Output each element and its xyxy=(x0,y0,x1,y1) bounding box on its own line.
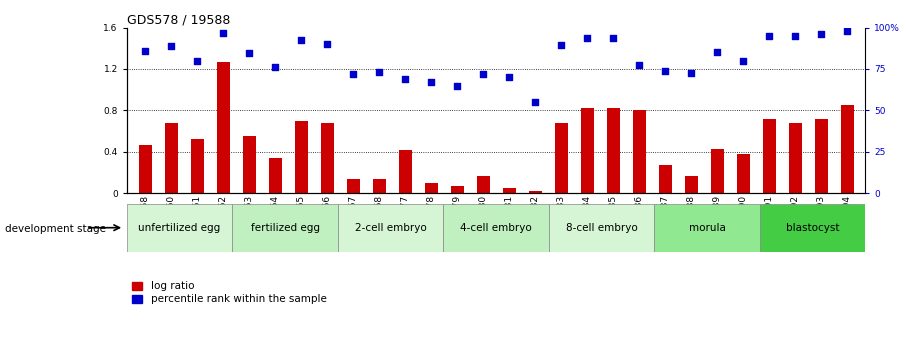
Bar xyxy=(165,123,178,193)
Point xyxy=(684,70,699,76)
Text: GDS578 / 19588: GDS578 / 19588 xyxy=(127,13,230,27)
Point xyxy=(631,62,646,68)
Point xyxy=(736,58,750,63)
Point xyxy=(449,83,464,88)
Bar xyxy=(549,204,654,252)
Bar xyxy=(190,139,204,193)
Point xyxy=(268,64,283,70)
Bar xyxy=(554,123,567,193)
Bar xyxy=(127,204,232,252)
Point xyxy=(788,33,803,39)
Bar xyxy=(243,136,255,193)
Text: morula: morula xyxy=(689,223,726,233)
Bar xyxy=(268,158,282,193)
Bar xyxy=(632,110,646,193)
Bar xyxy=(654,204,760,252)
Bar xyxy=(139,145,151,193)
Bar xyxy=(581,108,593,193)
Point xyxy=(814,31,828,37)
Bar xyxy=(443,204,549,252)
Point xyxy=(554,42,568,48)
Bar xyxy=(685,176,698,193)
Bar xyxy=(346,179,360,193)
Point xyxy=(138,49,152,54)
Text: development stage: development stage xyxy=(5,225,105,234)
Legend: log ratio, percentile rank within the sample: log ratio, percentile rank within the sa… xyxy=(132,281,327,304)
Bar xyxy=(372,179,386,193)
Point xyxy=(658,68,672,74)
Bar xyxy=(659,165,671,193)
Point xyxy=(476,71,490,77)
Bar xyxy=(232,204,338,252)
Text: 8-cell embryo: 8-cell embryo xyxy=(565,223,638,233)
Bar xyxy=(760,204,865,252)
Point xyxy=(189,58,204,63)
Text: fertilized egg: fertilized egg xyxy=(251,223,320,233)
Bar xyxy=(788,123,802,193)
Bar xyxy=(606,108,620,193)
Bar xyxy=(321,123,333,193)
Point xyxy=(320,41,334,47)
Bar xyxy=(425,183,438,193)
Bar xyxy=(338,204,443,252)
Bar xyxy=(814,119,827,193)
Point xyxy=(346,71,361,77)
Point xyxy=(709,50,724,55)
Text: 2-cell embryo: 2-cell embryo xyxy=(354,223,427,233)
Point xyxy=(424,80,439,85)
Bar xyxy=(528,191,542,193)
Point xyxy=(242,51,256,56)
Point xyxy=(371,69,386,75)
Bar xyxy=(503,188,516,193)
Bar xyxy=(294,121,307,193)
Point xyxy=(398,77,412,82)
Point xyxy=(502,75,516,80)
Point xyxy=(580,35,594,41)
Point xyxy=(294,37,308,43)
Bar xyxy=(737,154,749,193)
Point xyxy=(840,28,854,33)
Bar xyxy=(399,150,411,193)
Bar xyxy=(477,176,489,193)
Bar xyxy=(841,105,853,193)
Point xyxy=(762,33,776,39)
Bar xyxy=(710,149,724,193)
Text: unfertilized egg: unfertilized egg xyxy=(139,223,221,233)
Point xyxy=(606,35,621,41)
Bar xyxy=(763,119,776,193)
Bar xyxy=(217,62,229,193)
Text: 4-cell embryo: 4-cell embryo xyxy=(460,223,532,233)
Bar xyxy=(450,186,464,193)
Text: blastocyst: blastocyst xyxy=(786,223,839,233)
Point xyxy=(164,43,178,49)
Point xyxy=(216,30,230,36)
Point xyxy=(528,99,543,105)
